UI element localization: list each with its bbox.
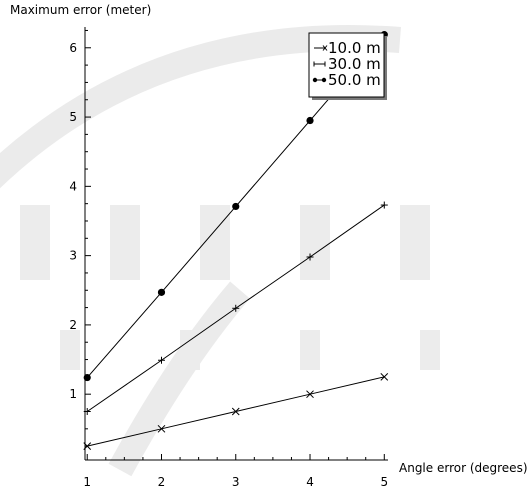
x-tick-label: 2 bbox=[158, 475, 166, 489]
y-tick-label: 6 bbox=[69, 41, 77, 55]
data-point-cross bbox=[83, 442, 92, 450]
series-2 bbox=[83, 201, 388, 416]
x-tick-label: 1 bbox=[83, 475, 91, 489]
data-point-plus bbox=[83, 408, 91, 416]
x-tick-label: 4 bbox=[306, 475, 314, 489]
legend-box bbox=[308, 32, 385, 98]
legend-label: 10.0 m bbox=[328, 39, 381, 57]
data-point-plus bbox=[306, 253, 314, 261]
data-point-dot bbox=[83, 373, 91, 382]
data-point-cross bbox=[157, 424, 166, 433]
y-axis-label: Maximum error (meter) bbox=[10, 3, 151, 17]
y-tick-label: 1 bbox=[69, 387, 77, 401]
data-point-cross bbox=[380, 373, 389, 381]
y-tick-label: 4 bbox=[69, 179, 77, 193]
data-point-dot bbox=[306, 116, 314, 125]
data-point-dot bbox=[232, 202, 240, 211]
data-point-plus bbox=[380, 201, 388, 209]
x-tick-label: 3 bbox=[232, 475, 240, 489]
x-tick-label: 5 bbox=[380, 475, 388, 489]
data-point-cross bbox=[231, 407, 240, 416]
y-tick-label: 5 bbox=[69, 110, 77, 124]
data-point-dot bbox=[157, 288, 166, 296]
y-tick-label: 3 bbox=[69, 249, 77, 263]
series-1 bbox=[83, 373, 389, 450]
data-point-plus bbox=[157, 356, 165, 364]
legend-entry: 10.0 m bbox=[314, 39, 381, 57]
legend-entry: 50.0 m bbox=[312, 71, 381, 89]
x-axis-label: Angle error (degrees) bbox=[399, 461, 528, 475]
data-point-plus bbox=[232, 304, 240, 312]
legend-entry: 30.0 m bbox=[313, 55, 381, 73]
chart-legend: 10.0 m30.0 m50.0 m bbox=[308, 32, 387, 100]
y-tick-label: 2 bbox=[69, 318, 77, 332]
chart-axes: 1 2 3 4 5 6 1 2 3 4 5 Maximum error (meter) Angle er… bbox=[10, 3, 528, 489]
legend-label: 50.0 m bbox=[328, 71, 381, 89]
data-point-cross bbox=[306, 390, 314, 399]
legend-label: 30.0 m bbox=[328, 55, 381, 73]
